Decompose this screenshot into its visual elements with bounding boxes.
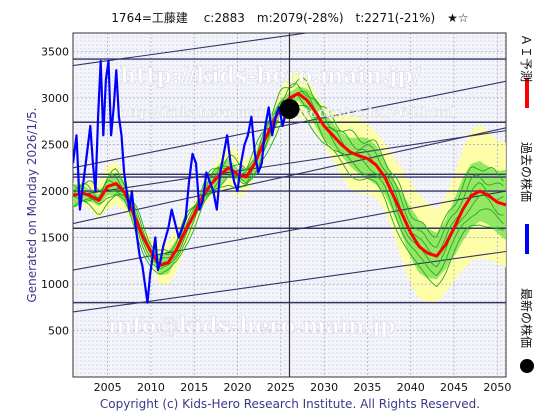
watermarks: http://kids-hero.main.jp/ http://kids-he… [108,63,456,340]
y-tick-label: 1500 [41,232,69,245]
y-tick-label: 500 [48,325,69,338]
x-tick-label: 2030 [310,381,338,394]
y-tick-label: 3500 [41,46,69,59]
chart-title: 1764=工藤建 c:2883 m:2079(-28%) t:2271(-21%… [111,11,468,25]
past-price-line [73,59,291,304]
x-axis-ticks: 2005 2010 2015 2020 2025 2030 2035 2040 2045 2050 [94,381,512,394]
x-tick-label: 2015 [180,381,208,394]
y-tick-label: 1000 [41,278,69,291]
legend-label: 最新の株価 [519,288,534,348]
watermark-top: http://kids-hero.main.jp/ [120,63,422,89]
x-tick-label: 2020 [224,381,252,394]
watermark-bottom: info@kids-hero.main.jp [108,313,395,339]
x-tick-label: 2040 [397,381,425,394]
x-tick-label: 2045 [440,381,468,394]
legend-label: 過去の株価 [519,142,534,202]
legend-dot-icon [520,359,534,373]
scenario-line [73,77,504,252]
generated-date-label: Generated on Monday 2026/1/5. [25,107,39,302]
x-tick-label: 2010 [137,381,165,394]
forecast-bands [73,70,506,304]
legend-label: ＡＩ予測 [519,34,533,82]
y-axis-ticks: 500 1000 1500 2000 2500 3000 3500 [41,46,69,338]
x-tick-label: 2050 [483,381,511,394]
x-tick-label: 2005 [94,381,122,394]
y-tick-label: 2000 [41,185,69,198]
y-tick-label: 2500 [41,139,69,152]
scenario-line [73,82,504,256]
x-tick-label: 2035 [353,381,381,394]
copyright-footer: Copyright (c) Kids-Hero Research Institu… [100,397,480,411]
y-tick-label: 3000 [41,92,69,105]
latest-price-dot [279,98,300,119]
x-tick-label: 2025 [267,381,295,394]
